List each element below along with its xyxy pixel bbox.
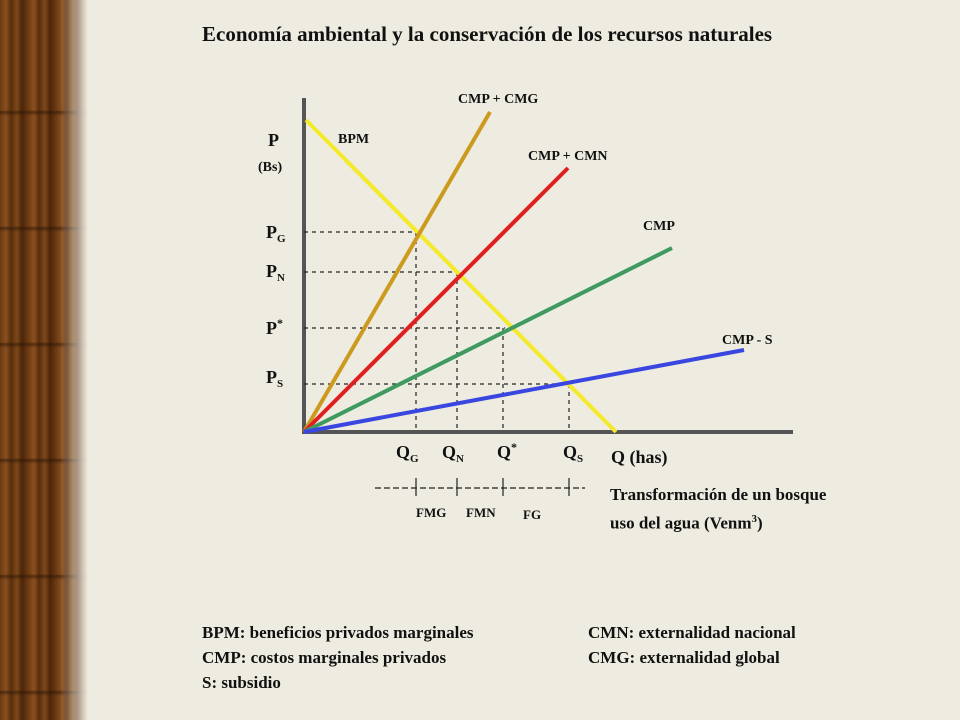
label-bpm: BPM [338,132,369,147]
quantity-tick-qn: QN [442,442,464,465]
price-tick-pg: PG [266,222,286,245]
segment-fmg: FMG [416,505,446,520]
page-title: Economía ambiental y la conservación de … [202,22,773,46]
label-cmp-cmn: CMP + CMN [528,149,608,164]
price-tick-pn: PN [266,261,285,284]
x-axis-label: Q (has) [611,447,668,468]
curve-cmp-cmn [302,166,570,434]
curve-cmp [303,246,673,434]
wood-border-fade [60,0,88,720]
chart-description: Transformación de un bosque uso del agua… [610,485,827,533]
y-axis-unit: (Bs) [258,160,282,175]
legend-item-bpm: BPM: beneficios privados marginales [202,623,474,642]
price-tick-ps: PS [266,367,283,390]
price-tick-pstar: P* [266,316,283,338]
segment-fmn: FMN [466,505,496,520]
legend-item-cmn: CMN: externalidad nacional [588,623,796,642]
quantity-tick-qs: QS [563,442,583,465]
quantity-tick-qstar: Q* [497,440,517,462]
legend-left: BPM: beneficios privados marginales CMP:… [202,620,474,695]
curve-cmp-s [303,348,745,434]
curve-cmp-cmg [302,110,492,434]
label-cmp: CMP [643,219,675,234]
label-cmp-cmg: CMP + CMG [458,92,538,107]
quantity-tick-qg: QG [396,442,419,465]
legend-item-s: S: subsidio [202,673,281,692]
y-axis-label: P [268,130,279,150]
legend-item-cmg: CMG: externalidad global [588,648,780,667]
label-cmp-s: CMP - S [722,333,773,348]
legend-right: CMN: externalidad nacional CMG: external… [588,620,796,670]
segment-fg: FG [523,507,541,522]
legend-item-cmp: CMP: costos marginales privados [202,648,447,667]
